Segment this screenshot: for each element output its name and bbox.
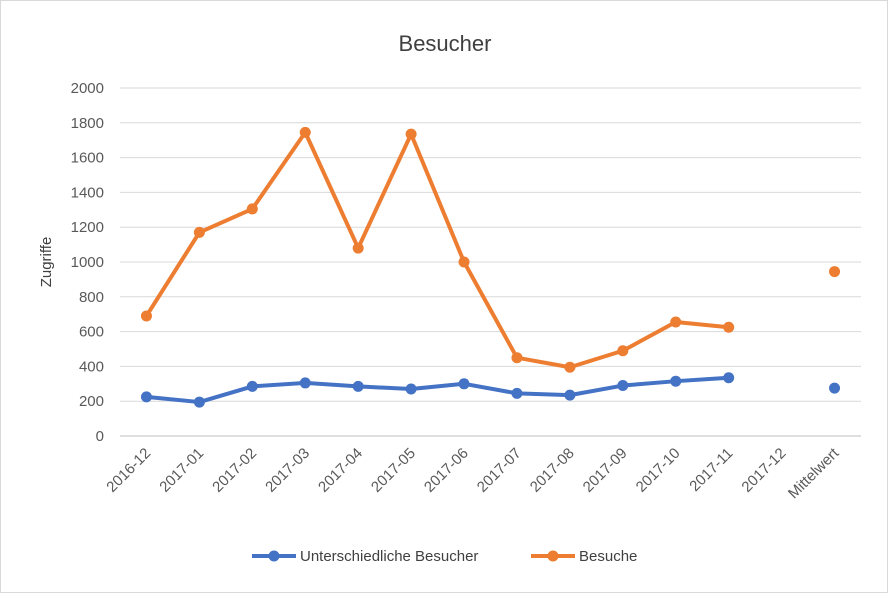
x-tick-label: 2017-09 (580, 445, 631, 496)
x-tick-label: 2017-04 (315, 445, 366, 496)
x-tick-label: 2017-12 (738, 445, 789, 496)
series-line (144, 375, 731, 405)
data-point (140, 391, 152, 403)
legend-marker (547, 550, 559, 562)
series-layer (140, 126, 841, 408)
legend-label: Unterschiedliche Besucher (300, 548, 478, 565)
legend-item: Besuche (531, 548, 637, 565)
x-tick-label: 2017-11 (686, 445, 736, 495)
y-tick-label: 800 (79, 289, 104, 306)
legend: Unterschiedliche Besucher Besuche (252, 548, 637, 565)
data-point (670, 375, 682, 387)
y-tick-label: 1800 (71, 115, 104, 132)
y-tick-label: 0 (96, 428, 104, 445)
y-axis-ticks: 0 200 400 600 800 1000 1200 1400 1600 1800 2000 (71, 80, 104, 445)
series-1 (140, 126, 841, 373)
data-point (299, 377, 311, 389)
data-point (246, 203, 258, 215)
data-point (564, 361, 576, 373)
data-point (140, 310, 152, 322)
x-tick-label: Mittelwert (785, 444, 843, 502)
legend-label: Besuche (579, 548, 637, 565)
data-point (511, 352, 523, 364)
gridlines (120, 87, 861, 437)
y-tick-label: 1200 (71, 219, 104, 236)
x-tick-label: 2017-08 (527, 445, 578, 496)
series-line (144, 130, 731, 370)
y-tick-label: 200 (79, 393, 104, 410)
data-point (299, 126, 311, 138)
data-point (723, 321, 735, 333)
y-tick-label: 2000 (71, 80, 104, 97)
y-tick-label: 1600 (71, 150, 104, 167)
chart-title: Besucher (399, 31, 492, 56)
legend-marker (268, 550, 280, 562)
data-point (617, 380, 629, 392)
y-tick-label: 1000 (71, 254, 104, 271)
data-point (352, 380, 364, 392)
legend-item: Unterschiedliche Besucher (252, 548, 478, 565)
x-tick-label: 2017-06 (421, 445, 472, 496)
data-point (405, 128, 417, 140)
data-point (458, 256, 470, 268)
data-point (723, 372, 735, 384)
data-point (352, 242, 364, 254)
y-axis-title: Zugriffe (38, 237, 55, 288)
data-point (829, 382, 841, 394)
data-point (193, 396, 205, 408)
data-point (458, 378, 470, 390)
x-tick-label: 2017-01 (156, 445, 207, 496)
x-tick-label: 2017-10 (633, 445, 684, 496)
data-point (564, 389, 576, 401)
data-point (193, 226, 205, 238)
x-axis-ticks: 2016-12 2017-01 2017-02 2017-03 2017-04 2017-… (103, 444, 843, 502)
x-tick-label: 2017-03 (262, 445, 313, 496)
series-0 (140, 372, 841, 408)
x-tick-label: 2017-07 (474, 445, 525, 496)
data-point (829, 266, 841, 278)
x-tick-label: 2017-02 (209, 445, 260, 496)
data-point (617, 345, 629, 357)
x-tick-label: 2017-05 (368, 445, 419, 496)
data-point (511, 387, 523, 399)
y-tick-label: 600 (79, 324, 104, 341)
x-tick-label: 2016-12 (103, 445, 154, 496)
y-tick-label: 400 (79, 358, 104, 375)
data-point (405, 383, 417, 395)
data-point (670, 316, 682, 328)
y-tick-label: 1400 (71, 184, 104, 201)
data-point (246, 380, 258, 392)
